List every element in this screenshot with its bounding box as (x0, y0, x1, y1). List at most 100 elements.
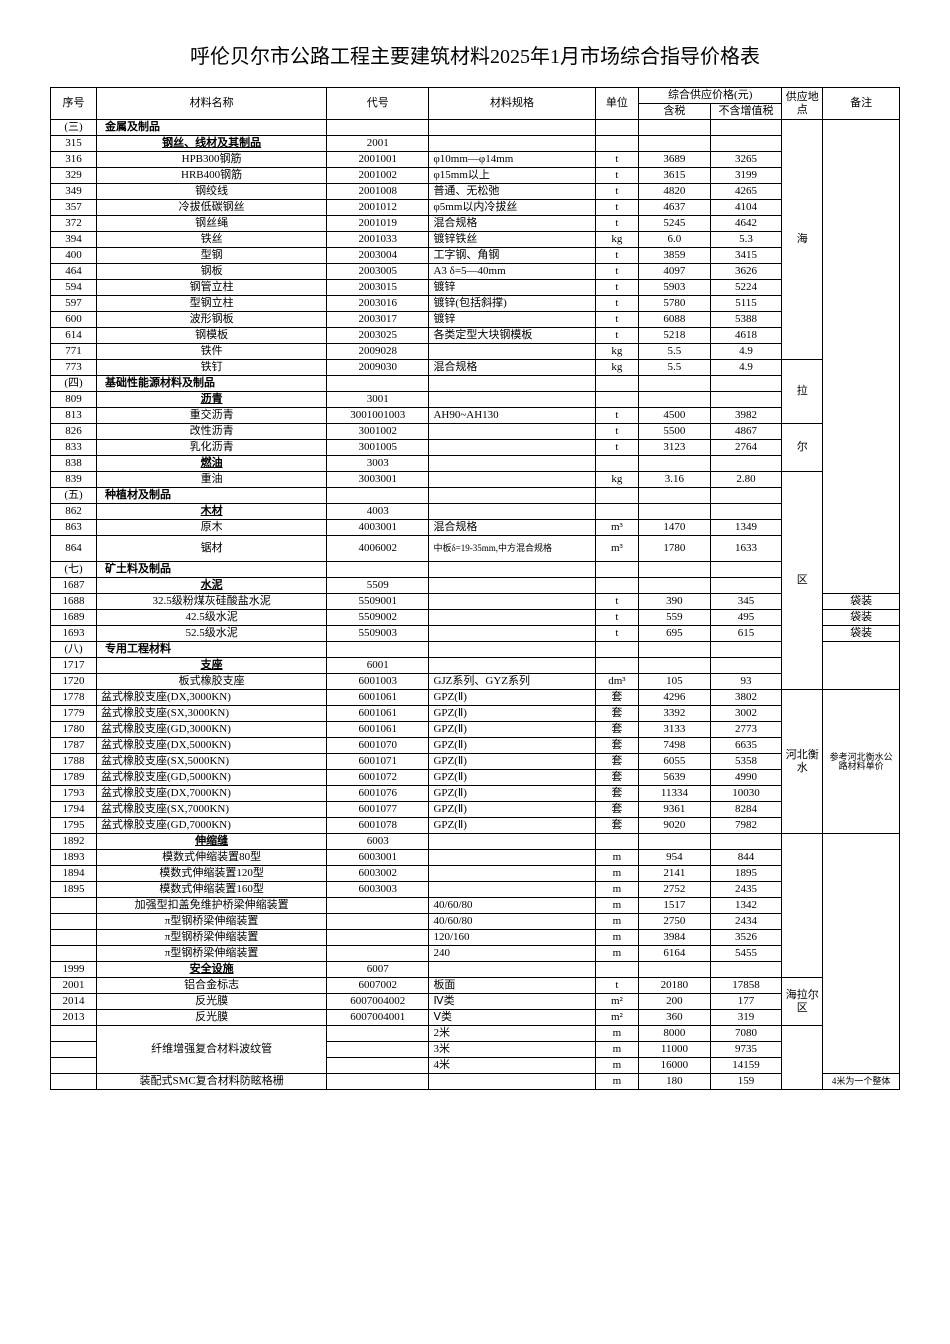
cell-price-notax: 345 (710, 594, 782, 610)
cell-name: 伸缩缝 (97, 834, 327, 850)
cell-seq: 1778 (51, 690, 97, 706)
cell-price-notax: 3002 (710, 706, 782, 722)
cell-price-tax: 7498 (639, 738, 711, 754)
cell-code: 2001008 (327, 184, 429, 200)
cell-price-tax: 8000 (639, 1026, 711, 1042)
cell-note: 袋装 (823, 626, 900, 642)
cell-code: 6003002 (327, 866, 429, 882)
table-row: (八)专用工程材料 (51, 642, 900, 658)
cell-unit (595, 488, 638, 504)
cell-code (327, 562, 429, 578)
cell-unit: 套 (595, 706, 638, 722)
cell-name: 钢板 (97, 264, 327, 280)
cell-price-notax: 5358 (710, 754, 782, 770)
cell-spec (429, 1074, 595, 1090)
cell-seq (51, 898, 97, 914)
cell-price-tax: 4820 (639, 184, 711, 200)
cell-price-notax: 1633 (710, 536, 782, 562)
cell-price-tax: 11000 (639, 1042, 711, 1058)
cell-spec: GPZ(Ⅱ) (429, 818, 595, 834)
table-row: 1794盆式橡胶支座(SX,7000KN)6001077GPZ(Ⅱ)套93618… (51, 802, 900, 818)
cell-price-notax: 4867 (710, 424, 782, 440)
cell-price-tax (639, 642, 711, 658)
cell-unit: kg (595, 232, 638, 248)
cell-price-notax (710, 392, 782, 408)
page-title: 呼伦贝尔市公路工程主要建筑材料2025年1月市场综合指导价格表 (50, 40, 900, 69)
cell-unit: m² (595, 994, 638, 1010)
cell-price-tax: 2750 (639, 914, 711, 930)
cell-price-tax: 695 (639, 626, 711, 642)
cell-code: 3001005 (327, 440, 429, 456)
cell-spec: 3米 (429, 1042, 595, 1058)
cell-name: 模数式伸缩装置120型 (97, 866, 327, 882)
cell-code (327, 914, 429, 930)
cell-code: 5509003 (327, 626, 429, 642)
table-row: 1788盆式橡胶支座(SX,5000KN)6001071GPZ(Ⅱ)套60555… (51, 754, 900, 770)
cell-code (327, 120, 429, 136)
cell-price-notax: 93 (710, 674, 782, 690)
cell-name: 钢模板 (97, 328, 327, 344)
cell-spec (429, 120, 595, 136)
cell-price-notax (710, 642, 782, 658)
cell-unit (595, 120, 638, 136)
cell-name: 52.5级水泥 (97, 626, 327, 642)
table-row: 168832.5级粉煤灰硅酸盐水泥5509001t390345袋装 (51, 594, 900, 610)
cell-name: 铁丝 (97, 232, 327, 248)
cell-price-tax (639, 962, 711, 978)
cell-name: π型钢桥梁伸缩装置 (97, 930, 327, 946)
table-row: 1892伸缩缝6003 (51, 834, 900, 850)
cell-seq: (七) (51, 562, 97, 578)
cell-spec (429, 850, 595, 866)
table-row: 813重交沥青3001001003AH90~AH130t45003982 (51, 408, 900, 424)
cell-unit: t (595, 408, 638, 424)
cell-price-notax: 14159 (710, 1058, 782, 1074)
table-row: 1789盆式橡胶支座(GD,5000KN)6001072GPZ(Ⅱ)套56394… (51, 770, 900, 786)
cell-seq: (四) (51, 376, 97, 392)
cell-price-tax: 3123 (639, 440, 711, 456)
cell-price-tax: 5500 (639, 424, 711, 440)
cell-name: 反光膜 (97, 1010, 327, 1026)
cell-unit: t (595, 200, 638, 216)
cell-price-tax: 390 (639, 594, 711, 610)
cell-price-notax: 4265 (710, 184, 782, 200)
cell-seq: 1688 (51, 594, 97, 610)
cell-price-notax: 1895 (710, 866, 782, 882)
table-row: 809沥青3001 (51, 392, 900, 408)
table-row: 1780盆式橡胶支座(GD,3000KN)6001061GPZ(Ⅱ)套31332… (51, 722, 900, 738)
cell-spec: 混合规格 (429, 520, 595, 536)
table-row: 597型钢立柱2003016镀锌(包括斜撑)t57805115 (51, 296, 900, 312)
table-row: 168942.5级水泥5509002t559495袋装 (51, 610, 900, 626)
cell-name: 装配式SMC复合材料防眩格栅 (97, 1074, 327, 1090)
table-row: 2001铝合金标志6007002板面t2018017858海拉尔区 (51, 978, 900, 994)
cell-spec: 120/160 (429, 930, 595, 946)
cell-price-tax: 5245 (639, 216, 711, 232)
cell-code: 6007004001 (327, 1010, 429, 1026)
cell-code: 2001 (327, 136, 429, 152)
cell-seq: 2014 (51, 994, 97, 1010)
cell-unit: 套 (595, 770, 638, 786)
table-row: 1778盆式橡胶支座(DX,3000KN)6001061GPZ(Ⅱ)套42963… (51, 690, 900, 706)
cell-code: 2001002 (327, 168, 429, 184)
cell-name: 盆式橡胶支座(SX,3000KN) (97, 706, 327, 722)
cell-location: 海拉尔区 (782, 978, 823, 1026)
cell-seq: 464 (51, 264, 97, 280)
cell-code: 6001061 (327, 722, 429, 738)
cell-price-tax: 5.5 (639, 344, 711, 360)
cell-spec: 各类定型大块钢模板 (429, 328, 595, 344)
cell-seq: 826 (51, 424, 97, 440)
cell-name: 模数式伸缩装置160型 (97, 882, 327, 898)
cell-spec (429, 882, 595, 898)
table-row: 614钢模板2003025各类定型大块钢模板t52184618 (51, 328, 900, 344)
cell-price-tax: 4637 (639, 200, 711, 216)
cell-seq: 600 (51, 312, 97, 328)
cell-seq: 1693 (51, 626, 97, 642)
cell-unit (595, 834, 638, 850)
cell-price-notax: 319 (710, 1010, 782, 1026)
cell-unit: t (595, 280, 638, 296)
cell-price-tax: 3859 (639, 248, 711, 264)
cell-price-tax: 6.0 (639, 232, 711, 248)
cell-price-notax: 5115 (710, 296, 782, 312)
cell-price-tax: 1517 (639, 898, 711, 914)
cell-code: 2003025 (327, 328, 429, 344)
cell-code: 6001077 (327, 802, 429, 818)
